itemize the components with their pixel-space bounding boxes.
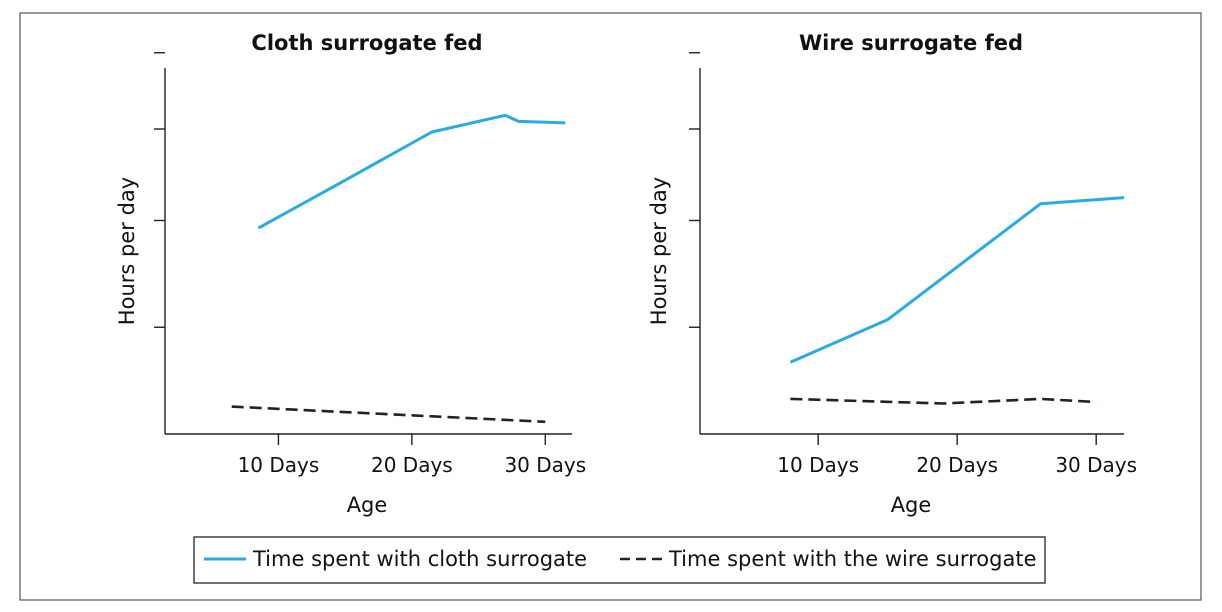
x-tick-label: 30 Days — [504, 453, 586, 477]
legend-label-cloth: Time spent with cloth surrogate — [252, 547, 587, 571]
series-line-wire — [231, 405, 546, 424]
y-axis-label: Hours per day — [115, 177, 139, 325]
legend-label-wire: Time spent with the wire surrogate — [668, 547, 1037, 571]
x-tick-label: 20 Days — [916, 453, 998, 477]
x-tick-label: 30 Days — [1055, 453, 1137, 477]
panel-title: Cloth surrogate fed — [251, 31, 482, 55]
series-line-cloth — [789, 196, 1125, 364]
x-tick-label: 10 Days — [238, 453, 320, 477]
panel-wire-fed: Wire surrogate fed Hours per day Age 10 … — [647, 31, 1137, 517]
panel-cloth-fed: Cloth surrogate fed Hours per day Age 10… — [115, 31, 586, 517]
figure-frame — [19, 12, 1202, 601]
x-axis-label: Age — [347, 493, 388, 517]
x-axis-label: Age — [891, 493, 932, 517]
x-tick-label: 10 Days — [777, 453, 859, 477]
x-tick-label: 20 Days — [371, 453, 453, 477]
y-axis-label: Hours per day — [647, 177, 671, 325]
legend: Time spent with cloth surrogate Time spe… — [193, 536, 1046, 584]
series-line-wire — [790, 397, 1097, 405]
legend-box — [193, 536, 1046, 584]
series-line-cloth — [257, 113, 566, 230]
panel-title: Wire surrogate fed — [799, 31, 1023, 55]
